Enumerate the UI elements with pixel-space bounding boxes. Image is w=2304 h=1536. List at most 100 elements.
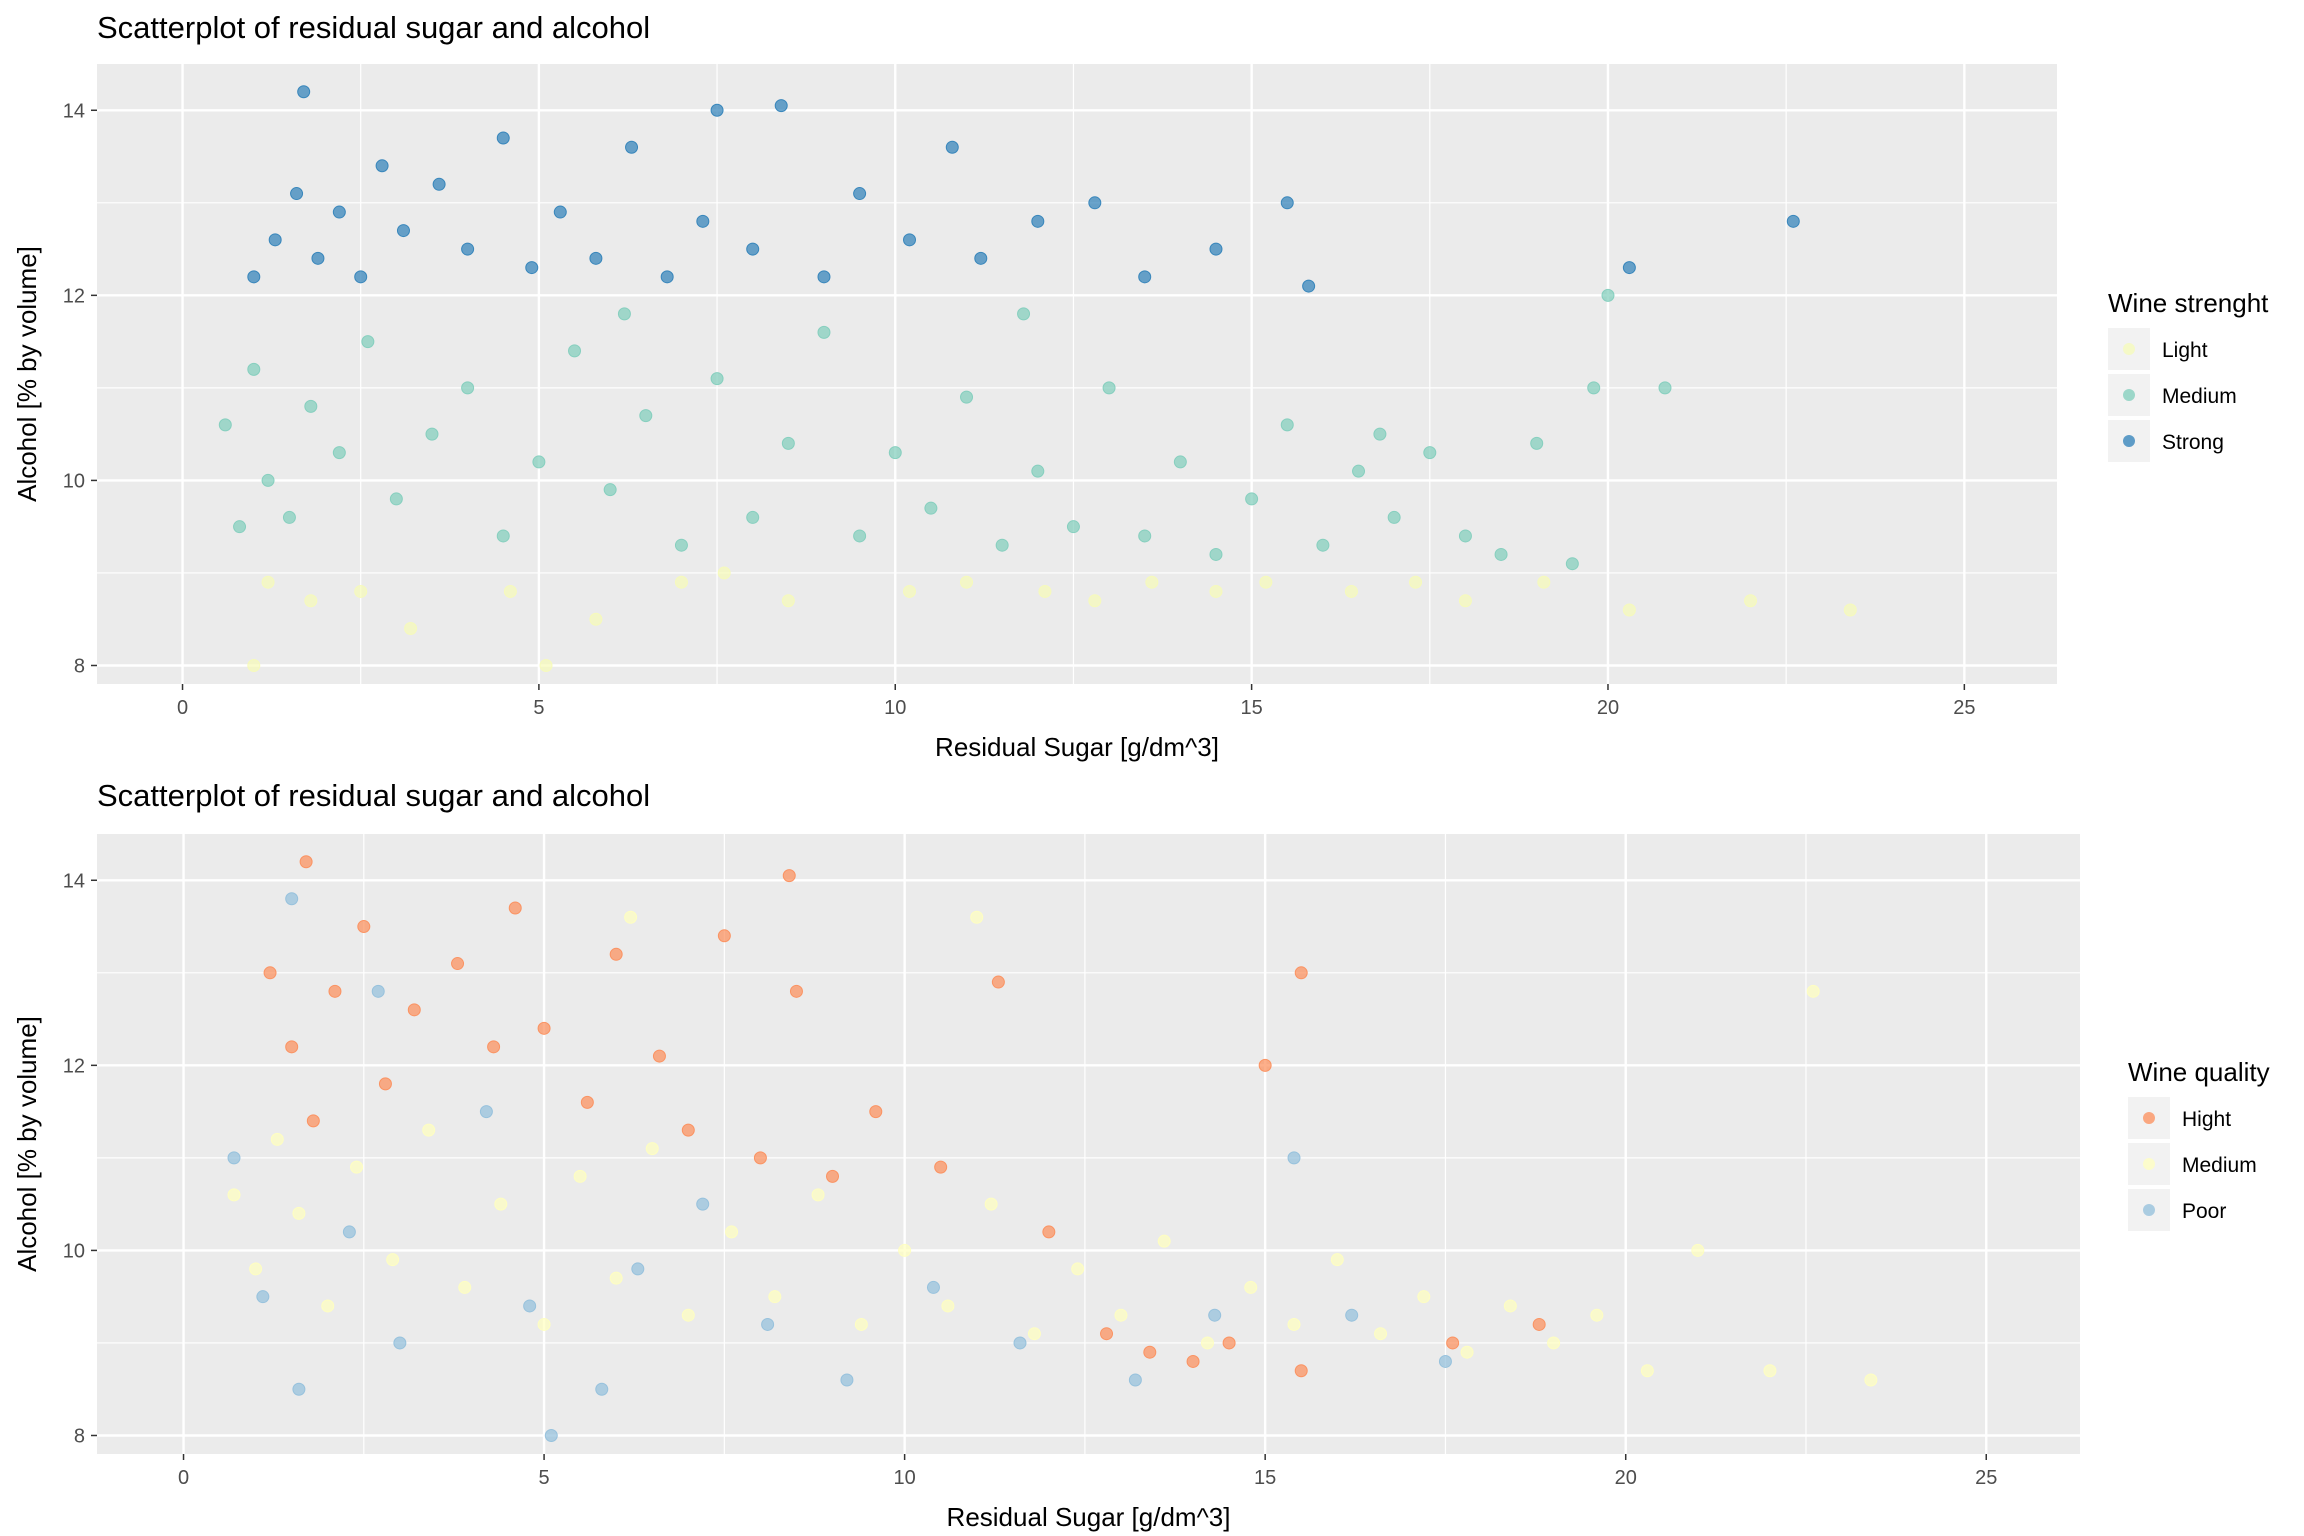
data-point [247, 362, 261, 376]
data-point [1245, 492, 1259, 506]
data-point [609, 1271, 623, 1285]
data-point [717, 929, 731, 943]
data-point [1316, 538, 1330, 552]
data-point [681, 1123, 695, 1137]
data-point [817, 325, 831, 339]
data-point [817, 270, 831, 284]
data-point [826, 1169, 840, 1183]
data-point [1287, 1317, 1301, 1331]
x-tick-label: 10 [884, 697, 906, 719]
legend-label: Poor [2182, 1200, 2226, 1223]
data-point [1744, 594, 1758, 608]
data-point [1590, 1308, 1604, 1322]
data-point [247, 270, 261, 284]
data-point [774, 99, 788, 113]
data-point [285, 1040, 299, 1054]
data-point [984, 1197, 998, 1211]
data-point [537, 1317, 551, 1331]
x-tick-label: 25 [1953, 697, 1975, 719]
data-point [261, 575, 275, 589]
data-point [1446, 1336, 1460, 1350]
data-point [1042, 1225, 1056, 1239]
legend-swatch [2143, 1204, 2155, 1216]
data-point [227, 1151, 241, 1165]
series-medium [227, 910, 1878, 1387]
data-point [1864, 1373, 1878, 1387]
data-point [268, 233, 282, 247]
scatterplot-strength: Residual Sugar [g/dm^3] Alcohol [% by vo… [12, 64, 2269, 762]
data-point [1209, 584, 1223, 598]
data-point [1302, 279, 1316, 293]
data-point [1537, 575, 1551, 589]
data-point [746, 510, 760, 524]
data-point [753, 1151, 767, 1165]
data-point [725, 1225, 739, 1239]
data-point [503, 584, 517, 598]
data-point [311, 251, 325, 265]
data-point [1038, 584, 1052, 598]
data-point [525, 261, 539, 275]
data-point [974, 251, 988, 265]
data-point [304, 594, 318, 608]
x-tick-label: 0 [178, 1467, 189, 1489]
data-point [544, 1428, 558, 1442]
legend-label: Medium [2182, 1154, 2257, 1177]
data-point [840, 1373, 854, 1387]
data-point [393, 1336, 407, 1350]
data-point [306, 1114, 320, 1128]
data-point [1374, 1327, 1388, 1341]
x-tick-label: 5 [533, 697, 544, 719]
series-light [247, 566, 1857, 672]
data-point [603, 483, 617, 497]
data-point [768, 1290, 782, 1304]
data-point [660, 270, 674, 284]
data-point [1209, 547, 1223, 561]
legend-swatch [2143, 1112, 2155, 1124]
data-point [1458, 529, 1472, 543]
data-point [290, 187, 304, 201]
data-point [589, 612, 603, 626]
scatterplot-quality: Residual Sugar [g/dm^3] Alcohol [% by vo… [12, 834, 2270, 1532]
data-point [888, 446, 902, 460]
data-point [1532, 1317, 1546, 1331]
data-point [285, 892, 299, 906]
data-point [496, 529, 510, 543]
data-point [854, 1317, 868, 1331]
data-point [568, 344, 582, 358]
data-point [1494, 547, 1508, 561]
data-point [1138, 529, 1152, 543]
data-point [1088, 196, 1102, 210]
data-point [256, 1290, 270, 1304]
data-point [1330, 1253, 1344, 1267]
data-point [1258, 1058, 1272, 1072]
data-point [681, 1308, 695, 1322]
data-point [761, 1317, 775, 1331]
chart-panel-quality: Scatterplot of residual sugar and alcoho… [0, 768, 2304, 1536]
data-point [1460, 1345, 1474, 1359]
data-point [1294, 1364, 1308, 1378]
data-point [508, 901, 522, 915]
legend-label: Light [2162, 339, 2208, 362]
data-point [609, 947, 623, 961]
data-point [227, 1188, 241, 1202]
data-point [461, 242, 475, 256]
data-point [1287, 1151, 1301, 1165]
data-point [652, 1049, 666, 1063]
data-point [624, 910, 638, 924]
y-tick-label: 8 [74, 1425, 85, 1447]
data-point [299, 855, 313, 869]
data-point [292, 1382, 306, 1396]
data-point [941, 1299, 955, 1313]
data-point [539, 658, 553, 672]
y-tick-label: 14 [63, 870, 85, 892]
data-point [361, 335, 375, 349]
data-point [1222, 1336, 1236, 1350]
chart-title: Scatterplot of residual sugar and alcoho… [97, 778, 651, 813]
data-point [247, 658, 261, 672]
data-point [1344, 584, 1358, 598]
data-point [496, 131, 510, 145]
data-point [1345, 1308, 1359, 1322]
legend-title: Wine strenght [2108, 288, 2269, 318]
data-point [639, 409, 653, 423]
data-point [386, 1253, 400, 1267]
